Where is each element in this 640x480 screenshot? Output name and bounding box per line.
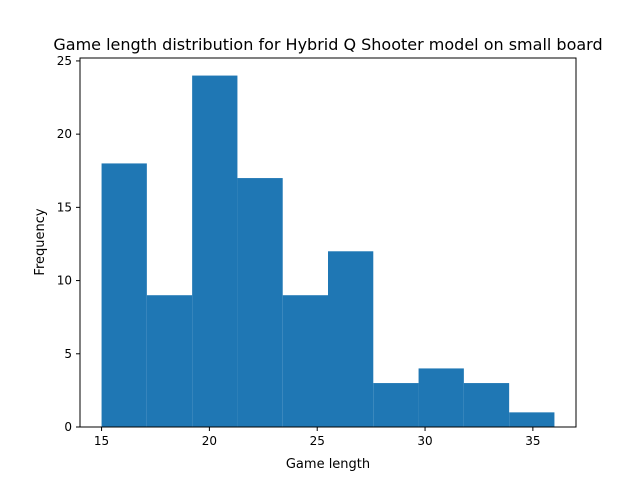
histogram-bar — [418, 368, 464, 427]
x-tick-label: 25 — [310, 434, 325, 448]
bars-group — [101, 75, 555, 428]
x-tick-label: 35 — [525, 434, 540, 448]
histogram-bar — [282, 295, 328, 427]
y-tick-label: 0 — [64, 420, 72, 434]
histogram-bar — [328, 251, 374, 427]
histogram-bar — [463, 383, 510, 427]
y-tick-label: 10 — [57, 274, 72, 288]
y-tick-label: 20 — [57, 127, 72, 141]
y-tick-label: 25 — [57, 54, 72, 68]
chart-title: Game length distribution for Hybrid Q Sh… — [53, 35, 602, 54]
histogram-bar — [146, 295, 193, 427]
histogram-bar — [101, 163, 147, 427]
x-tick-label: 15 — [94, 434, 109, 448]
y-tick-label: 5 — [64, 347, 72, 361]
y-axis-label: Frequency — [33, 208, 48, 275]
x-axis-label: Game length — [286, 457, 370, 472]
axes-frame — [79, 57, 577, 428]
x-tick-label: 20 — [202, 434, 217, 448]
histogram-bar — [509, 412, 555, 427]
x-ticks: 15 20 25 30 35 — [94, 427, 541, 448]
histogram-bar — [237, 178, 283, 427]
histogram-bar — [192, 75, 238, 428]
y-tick-label: 15 — [57, 200, 72, 214]
y-ticks: 0 5 10 15 20 25 — [57, 54, 80, 434]
histogram-bar — [373, 383, 419, 427]
x-tick-label: 30 — [417, 434, 432, 448]
